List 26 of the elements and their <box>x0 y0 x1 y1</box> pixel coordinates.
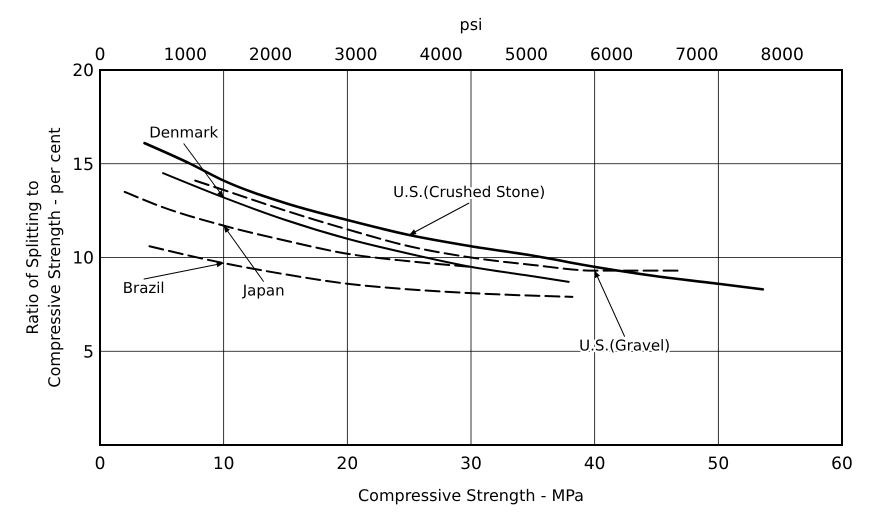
y-tick-label: 20 <box>72 61 94 81</box>
x-tick-label: 30 <box>460 454 482 474</box>
x-tick-label: 10 <box>212 454 234 474</box>
x2-tick-label: 7000 <box>675 45 719 65</box>
x2-tick-label: 1000 <box>164 45 207 65</box>
x2-tick-label: 2000 <box>248 45 292 65</box>
x2-axis-title: psi <box>460 15 482 34</box>
x-tick-label: 50 <box>708 454 730 474</box>
y-tick-label: 5 <box>83 342 94 362</box>
x2-tick-label: 4000 <box>419 45 463 65</box>
x-tick-label: 40 <box>584 454 606 474</box>
x2-tick-label: 8000 <box>760 45 804 65</box>
y-tick-label: 10 <box>72 248 94 268</box>
x2-tick-label: 6000 <box>590 45 634 65</box>
x-tick-label: 20 <box>336 454 358 474</box>
y-axis-title: Ratio of Splitting to Compressive Strength - per cent <box>23 127 64 388</box>
text: Denmark <box>149 124 218 142</box>
x2-tick-label: 0 <box>94 45 106 65</box>
y-tick-label: 15 <box>72 154 94 175</box>
x-tick-label: 60 <box>831 454 853 474</box>
x2-tick-label: 3000 <box>334 45 378 65</box>
x-axis-title: Compressive Strength - MPa <box>358 486 584 505</box>
x-tick-label: 0 <box>94 454 106 474</box>
series-label: Brazil <box>122 279 165 298</box>
text: Japan <box>242 282 285 300</box>
x2-tick-label: 5000 <box>504 45 548 65</box>
